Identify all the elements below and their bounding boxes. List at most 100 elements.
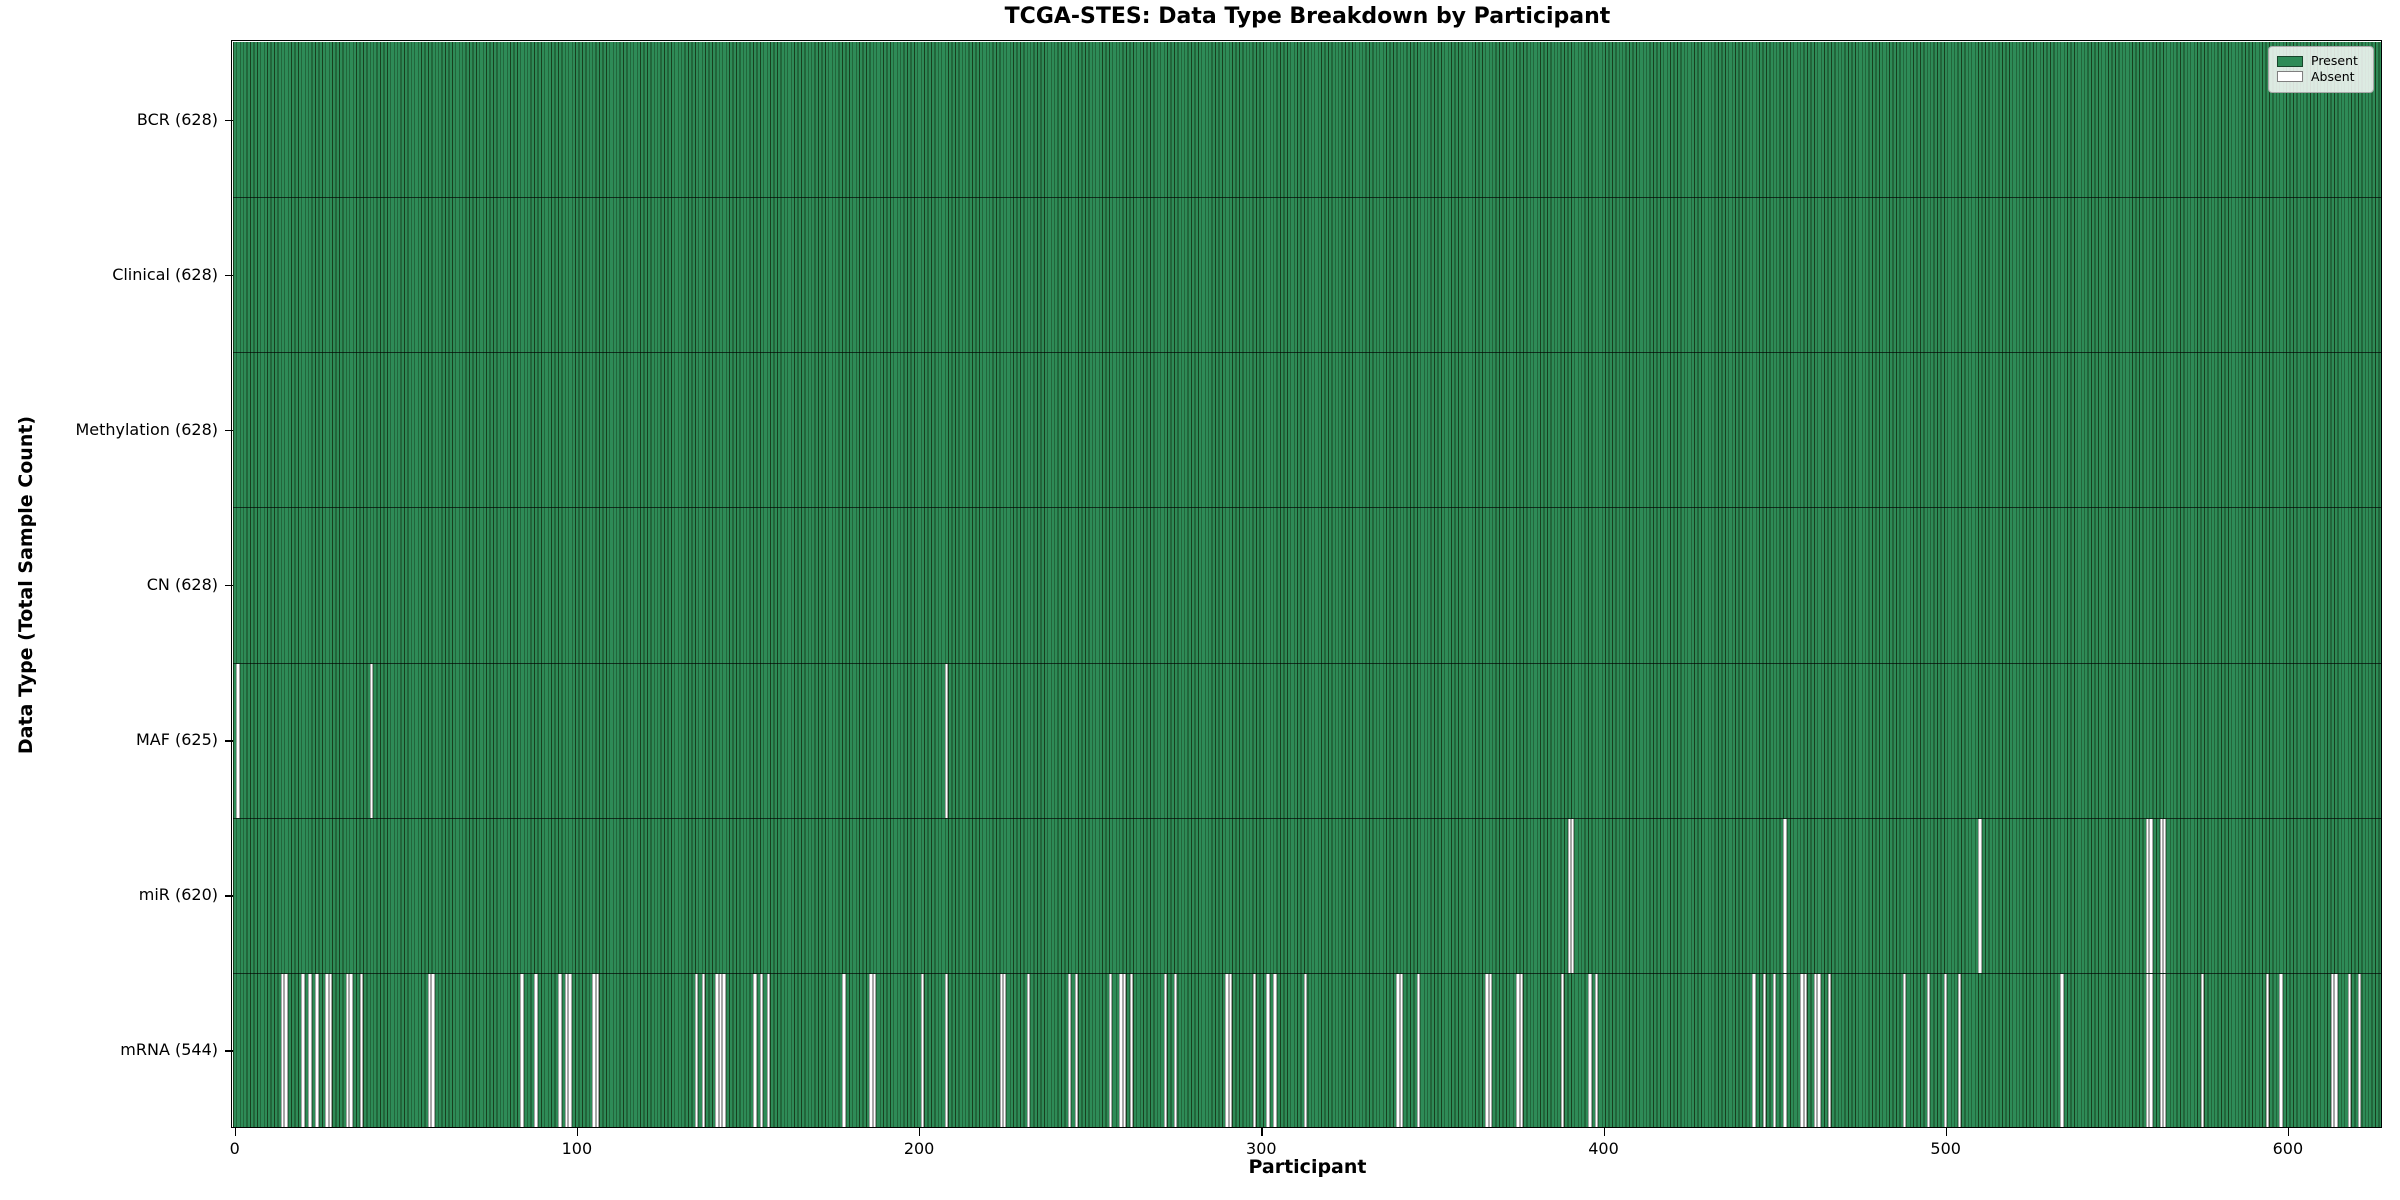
absent-mark — [872, 973, 877, 1128]
absent-mark — [1122, 973, 1127, 1128]
absent-mark — [308, 973, 312, 1128]
absent-mark — [2159, 818, 2163, 973]
absent-mark — [1762, 973, 1767, 1128]
absent-mark — [359, 973, 364, 1128]
absent-mark — [2162, 973, 2167, 1128]
x-tick-label: 200 — [903, 1139, 935, 1158]
absent-mark — [1827, 973, 1832, 1128]
absent-mark — [1519, 973, 1524, 1128]
absent-mark — [1163, 973, 1168, 1128]
absent-mark — [1978, 818, 1982, 973]
row-methylation — [233, 352, 2382, 508]
absent-mark — [701, 973, 706, 1128]
row-cn — [233, 507, 2382, 663]
absent-mark — [1129, 973, 1133, 1128]
y-tick-mark — [225, 740, 233, 742]
absent-mark — [1399, 973, 1404, 1128]
absent-mark — [328, 973, 333, 1128]
absent-mark — [2200, 973, 2205, 1128]
legend-absent-label: Absent — [2311, 68, 2355, 84]
absent-mark — [2334, 973, 2338, 1128]
absent-mark — [2159, 973, 2163, 1128]
absent-mark — [595, 973, 600, 1128]
absent-mark — [1119, 973, 1123, 1128]
absent-mark — [1252, 973, 1257, 1128]
row-clinical — [233, 197, 2382, 353]
y-tick-mark — [225, 585, 233, 587]
absent-mark — [558, 973, 562, 1128]
absent-mark — [431, 973, 435, 1128]
absent-mark — [1266, 973, 1270, 1128]
absent-mark — [2149, 973, 2153, 1128]
legend-absent-swatch — [2277, 71, 2303, 83]
y-tick-label-bcr: BCR (628) — [136, 109, 218, 129]
absent-mark — [1560, 973, 1565, 1128]
absent-mark — [349, 973, 353, 1128]
row-mir — [233, 817, 2382, 973]
y-tick-mark — [225, 429, 233, 432]
absent-mark — [2358, 973, 2362, 1128]
absent-mark — [944, 663, 949, 818]
absent-mark — [842, 973, 846, 1128]
absent-mark — [1109, 973, 1113, 1128]
absent-mark — [1485, 973, 1489, 1128]
absent-mark — [1817, 973, 1821, 1128]
x-tick-label: 600 — [2272, 1139, 2304, 1158]
absent-mark — [1074, 973, 1079, 1128]
absent-mark — [1783, 818, 1787, 973]
absent-mark — [428, 973, 432, 1128]
absent-mark — [1588, 973, 1592, 1128]
absent-mark — [2279, 973, 2283, 1128]
absent-mark — [2145, 818, 2150, 973]
absent-mark — [753, 973, 757, 1128]
y-tick-label-cn: CN (628) — [146, 575, 218, 594]
absent-mark — [1803, 973, 1808, 1128]
row-mrna — [233, 972, 2382, 1128]
x-tick-mark — [1261, 1128, 1263, 1136]
y-tick-mark — [225, 274, 233, 277]
absent-mark — [1813, 973, 1818, 1128]
absent-mark — [1772, 973, 1777, 1128]
x-tick-label: 300 — [1246, 1139, 1277, 1158]
absent-mark — [722, 973, 726, 1128]
y-tick-label-mir: miR (620) — [138, 885, 218, 905]
absent-mark — [1228, 973, 1233, 1128]
x-tick-mark — [2287, 1128, 2290, 1136]
absent-mark — [280, 973, 285, 1128]
x-tick-label: 400 — [1588, 1139, 1619, 1158]
absent-mark — [1002, 973, 1007, 1128]
absent-mark — [1225, 973, 1229, 1128]
absent-mark — [1067, 973, 1072, 1128]
absent-mark — [2162, 818, 2167, 973]
absent-mark — [1304, 973, 1308, 1128]
absent-mark — [1396, 973, 1400, 1128]
absent-mark — [999, 973, 1003, 1128]
absent-mark — [592, 973, 596, 1128]
absent-mark — [1273, 973, 1277, 1128]
absent-mark — [345, 973, 350, 1128]
row-bcr — [233, 42, 2382, 198]
y-tick-mark — [225, 895, 233, 897]
absent-mark — [1783, 973, 1787, 1128]
absent-mark — [1026, 973, 1031, 1128]
x-tick-mark — [234, 1128, 237, 1136]
absent-mark — [715, 973, 719, 1128]
absent-mark — [2149, 818, 2153, 973]
y-tick-label-methylation: Methylation (628) — [75, 419, 218, 439]
absent-mark — [1417, 973, 1421, 1128]
absent-mark — [534, 973, 538, 1128]
absent-mark — [944, 973, 949, 1128]
absent-mark — [718, 973, 723, 1128]
absent-mark — [2330, 973, 2335, 1128]
absent-mark — [2060, 973, 2064, 1128]
x-tick-label: 100 — [561, 1139, 593, 1158]
x-tick-label: 500 — [1930, 1139, 1961, 1158]
legend-entry-present: Present — [2277, 54, 2365, 68]
chart-title: TCGA-STES: Data Type Breakdown by Partic… — [1004, 4, 1611, 29]
y-tick-label-clinical: Clinical (628) — [112, 264, 218, 284]
legend-present-swatch — [2277, 55, 2303, 67]
x-axis-title: Participant — [1248, 1156, 1367, 1178]
absent-mark — [2265, 973, 2270, 1128]
absent-mark — [1957, 973, 1962, 1128]
x-tick-label: 0 — [229, 1139, 240, 1158]
